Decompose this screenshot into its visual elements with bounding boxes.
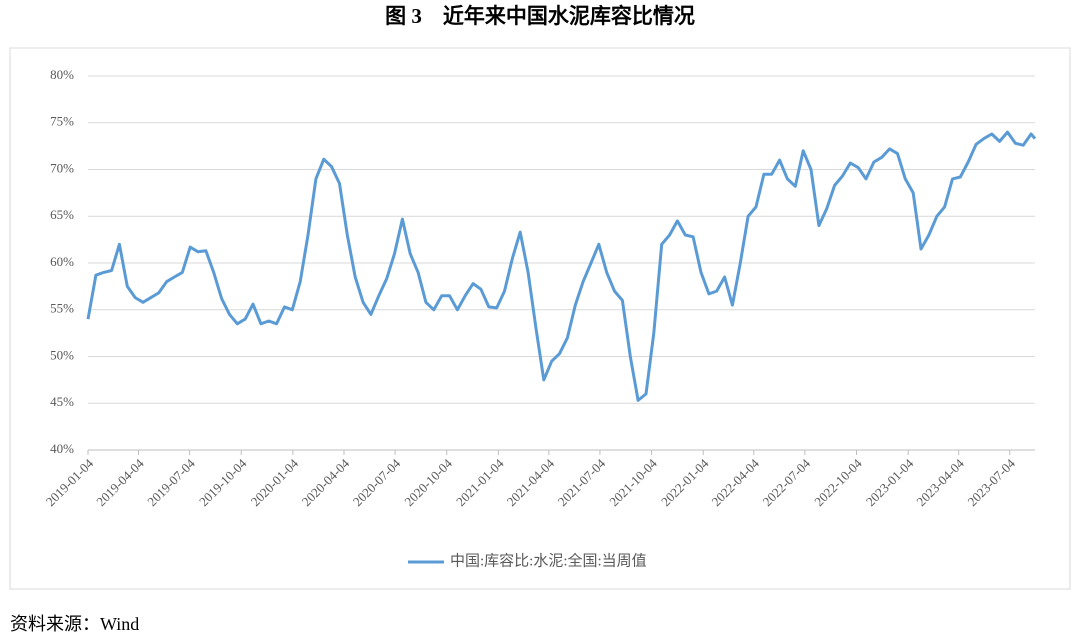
x-tick-label: 2022-07-04 — [760, 455, 814, 509]
y-tick-label: 50% — [50, 347, 74, 362]
x-tick-label: 2020-01-04 — [248, 455, 302, 509]
chart-frame — [9, 47, 1071, 590]
x-tick-label: 2020-04-04 — [299, 455, 353, 509]
x-tick-label: 2019-01-04 — [43, 455, 97, 509]
x-tick-label: 2020-10-04 — [401, 455, 455, 509]
x-tick-label: 2022-01-04 — [658, 455, 712, 509]
x-tick-label: 2023-07-04 — [964, 455, 1018, 509]
y-tick-label: 65% — [50, 207, 74, 222]
data-line — [86, 130, 1037, 402]
y-tick-label: 80% — [50, 67, 74, 82]
y-tick-label: 45% — [50, 394, 74, 409]
y-tick-label: 70% — [50, 160, 74, 175]
source-note: 资料来源：Wind — [10, 614, 139, 634]
x-tick-label: 2023-04-04 — [913, 455, 967, 509]
chart-title: 图 3 近年来中国水泥库容比情况 — [385, 4, 695, 28]
x-tick-label: 2021-01-04 — [453, 455, 507, 509]
x-tick-label: 2019-04-04 — [93, 455, 147, 509]
legend-label: 中国:库容比:水泥:全国:当周值 — [450, 551, 647, 569]
y-tick-label: 75% — [50, 114, 74, 129]
x-tick-label: 2019-07-04 — [144, 455, 198, 509]
x-tick-label: 2022-04-04 — [708, 455, 762, 509]
y-tick-label: 40% — [50, 441, 74, 456]
x-tick-label: 2021-04-04 — [504, 455, 558, 509]
x-tick-label: 2019-10-04 — [196, 455, 250, 509]
y-tick-label: 60% — [50, 254, 74, 269]
x-tick-label: 2021-10-04 — [606, 455, 660, 509]
x-tick-label: 2022-10-04 — [811, 455, 865, 509]
x-tick-label: 2023-01-04 — [863, 455, 917, 509]
x-tick-label: 2021-07-04 — [555, 455, 609, 509]
y-tick-label: 55% — [50, 301, 74, 316]
x-tick-label: 2020-07-04 — [350, 455, 404, 509]
